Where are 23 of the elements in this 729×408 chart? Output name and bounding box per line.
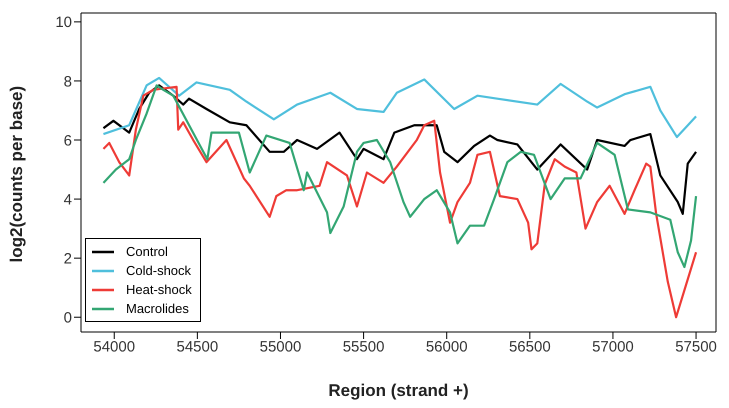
- y-tick-label: 0: [64, 310, 72, 327]
- x-tick-label: 57500: [675, 338, 717, 356]
- line-series: [102, 76, 698, 138]
- x-tick-label: 55500: [342, 338, 384, 356]
- y-tick-label: 4: [64, 191, 72, 208]
- y-tick-label: 8: [64, 73, 72, 90]
- y-tick-label: 6: [64, 132, 72, 150]
- line-series: [102, 84, 698, 215]
- legend-label: Control: [126, 243, 168, 261]
- y-tick-label: 2: [64, 250, 72, 268]
- x-tick-label: 54000: [93, 338, 136, 356]
- x-tick-label: 55000: [260, 338, 302, 356]
- x-tick-label: 56000: [426, 338, 468, 356]
- legend-label: Heat-shock: [126, 281, 192, 299]
- line-series: [102, 86, 698, 318]
- x-tick-label: 57000: [592, 338, 634, 356]
- x-tick-label: 56500: [508, 338, 551, 356]
- y-tick-label: 10: [55, 14, 72, 32]
- y-axis-title: log2(counts per base): [7, 86, 26, 262]
- legend-label: Cold-shock: [126, 262, 192, 280]
- legend-label: Macrolides: [126, 300, 189, 318]
- x-axis-title: Region (strand +): [328, 381, 469, 400]
- x-tick-label: 54500: [176, 338, 218, 356]
